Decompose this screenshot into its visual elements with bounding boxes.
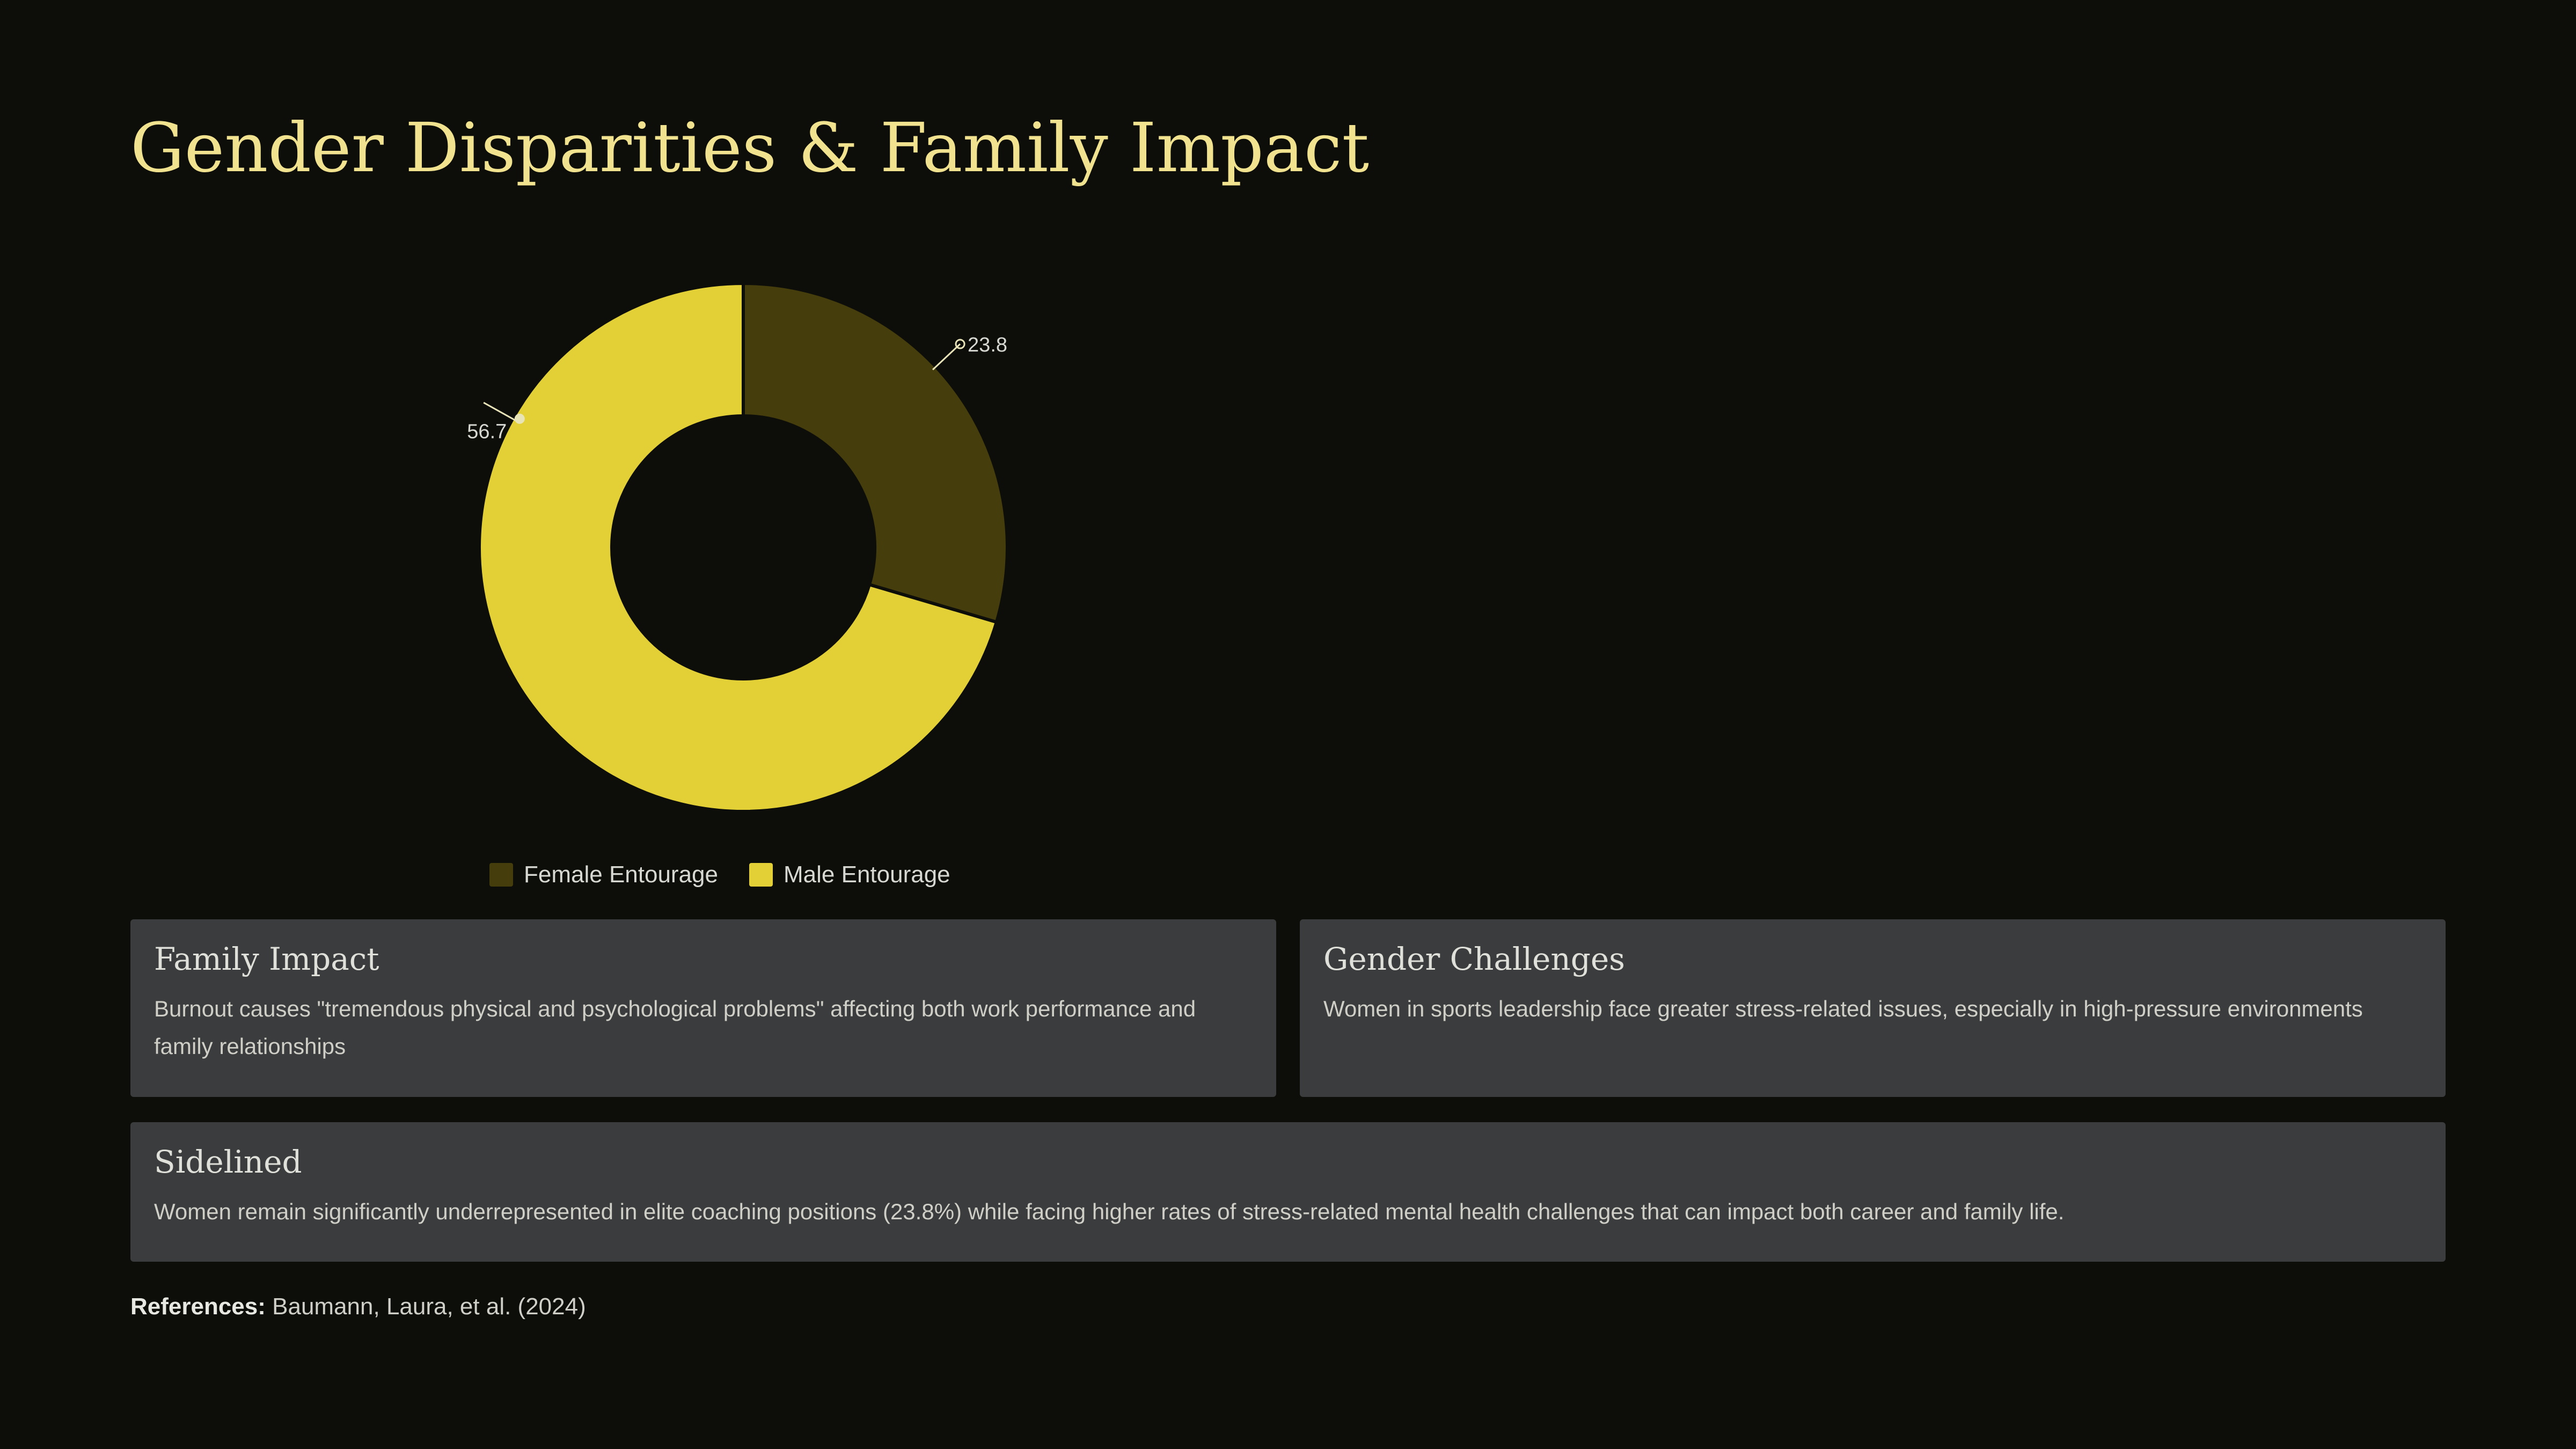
leader-line [932, 343, 961, 370]
leader-dot [955, 339, 965, 349]
legend-label-male: Male Entourage [784, 861, 950, 888]
legend-label-female: Female Entourage [524, 861, 718, 888]
gender-challenges-card: Gender Challenges Women in sports leader… [1300, 919, 2446, 1097]
donut-chart-svg: 23.8 56.7 [467, 281, 1009, 813]
card-title: Gender Challenges [1323, 941, 1625, 977]
donut-chart: 23.8 56.7 [467, 281, 1009, 813]
sidelined-card: Sidelined Women remain significantly und… [130, 1122, 2446, 1262]
donut-slice-female[interactable] [742, 281, 1009, 624]
legend-swatch-male [749, 863, 773, 887]
references: References: Baumann, Laura, et al. (2024… [130, 1293, 586, 1320]
card-title: Family Impact [154, 941, 379, 977]
legend-swatch-female [489, 863, 513, 887]
references-label: References: [130, 1293, 266, 1320]
card-title: Sidelined [154, 1144, 302, 1180]
legend-item-female[interactable]: Female Entourage [489, 861, 718, 888]
chart-legend: Female Entourage Male Entourage [489, 861, 982, 888]
family-impact-card: Family Impact Burnout causes "tremendous… [130, 919, 1276, 1097]
data-label-male: 56.7 [467, 420, 507, 443]
leader-line [483, 401, 517, 422]
card-body: Women in sports leadership face greater … [1323, 996, 2363, 1021]
page-title: Gender Disparities & Family Impact [130, 108, 1370, 187]
data-label-female: 23.8 [968, 334, 1007, 356]
references-text: Baumann, Laura, et al. (2024) [272, 1293, 586, 1320]
card-body: Women remain significantly underrepresen… [154, 1198, 2065, 1224]
donut-slice-male[interactable] [478, 281, 999, 813]
leader-dot [514, 413, 525, 424]
legend-item-male[interactable]: Male Entourage [749, 861, 950, 888]
card-body: Burnout causes "tremendous physical and … [154, 996, 1196, 1059]
